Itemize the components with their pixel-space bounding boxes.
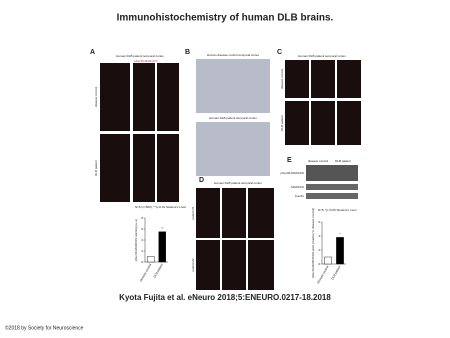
y-tick-label: 6: [318, 220, 320, 224]
image: [196, 122, 270, 176]
blot-label: β-actin: [295, 194, 304, 198]
group-label: DLB patient: [335, 159, 351, 163]
bar: [147, 256, 155, 263]
title: Immunohistochemistry of human DLB brains…: [117, 13, 334, 24]
y-axis-label: pSer46-MARCKS staining (a.u.): [134, 219, 138, 262]
heading: Human DLB patient temporal cortex: [298, 54, 346, 58]
image: [337, 101, 361, 145]
blot-label: pSer46-MARCKS: [280, 171, 304, 175]
y-tick-label: 8: [141, 216, 143, 220]
heading: Human DLB patient temporal cortex: [214, 181, 262, 185]
image: [285, 60, 309, 98]
image: [311, 101, 335, 145]
image: [196, 188, 220, 238]
annotation: *: [339, 232, 341, 236]
image: [248, 188, 274, 238]
y-tick-label: 2: [141, 249, 143, 253]
row-label: disease control: [94, 87, 98, 108]
bar: [324, 256, 332, 265]
panel-label: D: [199, 177, 204, 184]
heading: Human disease control temporal cortex: [207, 53, 260, 57]
image: [222, 240, 246, 290]
blot: [306, 184, 358, 190]
stain: pSer46-MARCKS: [134, 59, 158, 63]
x-tick-label: disease control: [139, 263, 153, 283]
image: [311, 60, 335, 98]
y-tick-label: 0: [141, 260, 143, 264]
row-label: disease control: [280, 69, 284, 90]
y-tick-label: 4: [141, 238, 143, 242]
image: [133, 63, 155, 131]
panel-label: A: [90, 49, 95, 56]
panel-label: C: [277, 49, 282, 56]
image: [157, 134, 179, 202]
panel-label: E: [287, 157, 292, 164]
image: [133, 134, 155, 202]
row-label: DLB patient: [94, 160, 98, 176]
y-tick-label: 0: [318, 262, 320, 266]
image: [100, 134, 130, 202]
heading: Human DLB patient temporal cortex: [209, 116, 257, 120]
stats: N=5, *p<0.05 Student's t-test: [318, 208, 357, 212]
y-axis-label: pSer46-MARCKS/β-actin (relative to disea…: [311, 208, 315, 278]
y-tick-label: 2: [318, 248, 320, 252]
panel-label: B: [185, 49, 190, 56]
row-label: patient #1: [191, 206, 195, 220]
bar: [158, 231, 166, 263]
copyright: ©2018 by Society for Neuroscience: [5, 324, 84, 331]
heading: Human DLB patient temporal cortex: [116, 54, 164, 58]
blot: [306, 165, 358, 181]
image: [100, 63, 130, 131]
blot-label: MARCKS: [291, 185, 304, 189]
image: [157, 63, 179, 131]
y-tick-label: 4: [318, 234, 320, 238]
stats: N=5 (n=500), **p<0.01 Student's t-test: [135, 205, 186, 209]
x-tick-label: DLB patient: [152, 263, 163, 279]
group-label: disease control: [308, 159, 329, 163]
y-tick-label: 6: [141, 227, 143, 231]
image: [337, 60, 361, 98]
image: [196, 240, 220, 290]
blot: [306, 193, 358, 199]
bar: [336, 237, 344, 265]
row-label: patient #2: [191, 258, 195, 272]
annotation: **: [161, 227, 164, 231]
image: [222, 188, 246, 238]
x-tick-label: disease control: [316, 265, 330, 285]
row-label: DLB patient: [280, 115, 284, 131]
image: [285, 101, 309, 145]
citation: Kyota Fujita et al. eNeuro 2018;5:ENEURO…: [119, 293, 331, 302]
x-tick-label: DLB patient: [330, 265, 341, 281]
image: [248, 240, 274, 290]
image: [196, 59, 270, 113]
